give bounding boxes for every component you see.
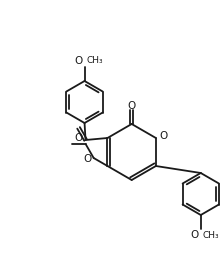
Text: O: O [74, 56, 83, 66]
Text: O: O [160, 131, 168, 141]
Text: O: O [83, 154, 92, 164]
Text: O: O [191, 230, 199, 240]
Text: CH₃: CH₃ [86, 56, 103, 65]
Text: O: O [74, 133, 83, 143]
Text: CH₃: CH₃ [203, 231, 219, 240]
Text: O: O [127, 101, 136, 111]
